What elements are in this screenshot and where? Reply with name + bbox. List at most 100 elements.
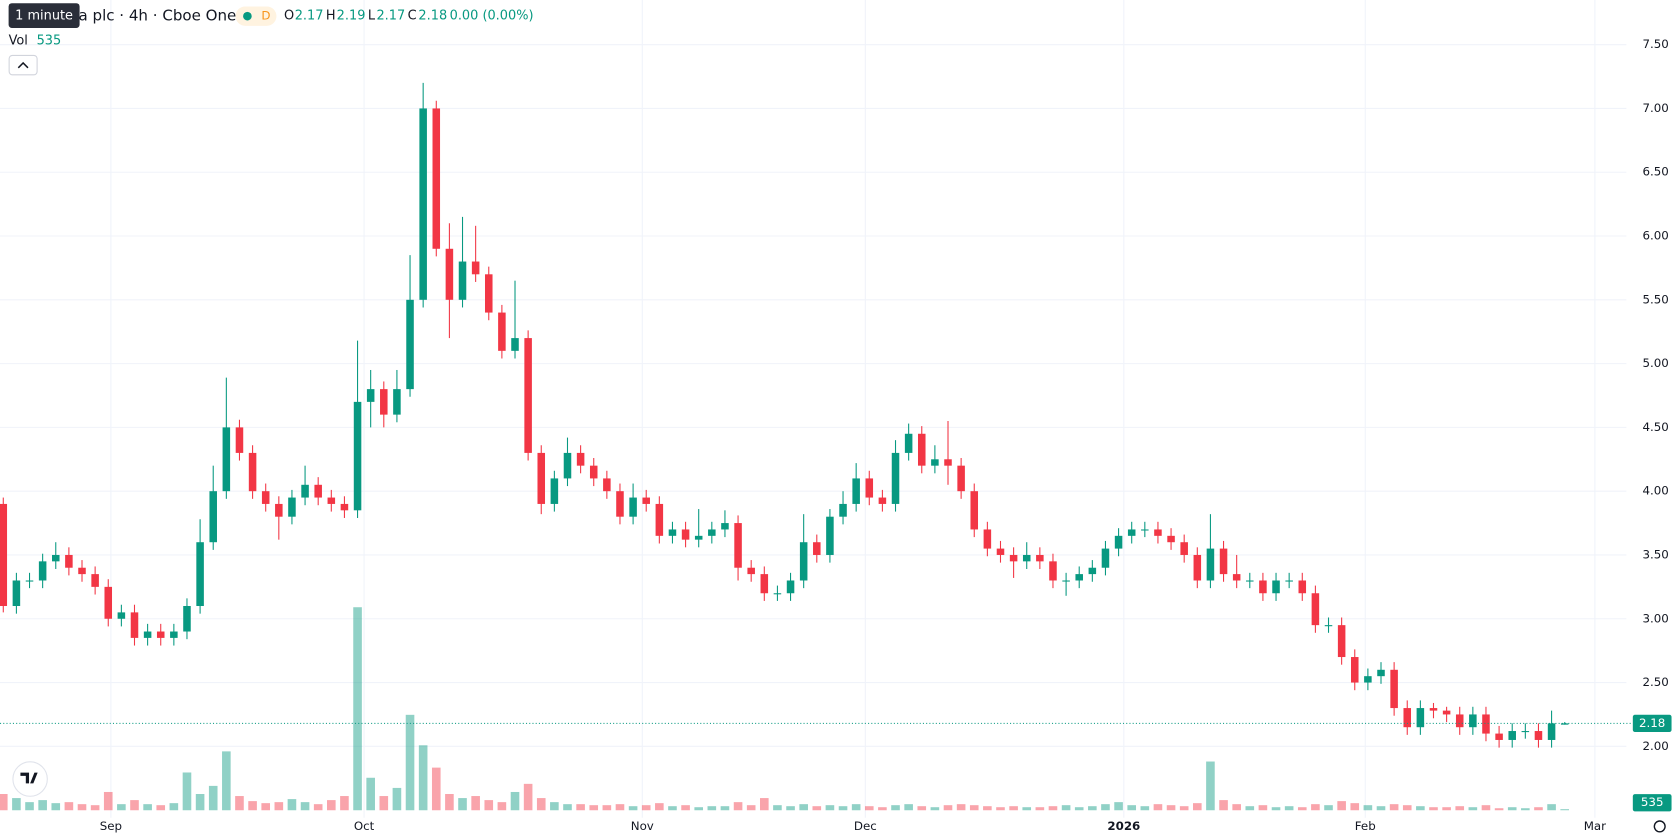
- volume-bar: [1127, 805, 1137, 811]
- x-tick-label: Sep: [100, 819, 122, 833]
- volume-value: 535: [37, 33, 62, 48]
- volume-bar: [261, 803, 271, 811]
- volume-bar: [1140, 806, 1150, 811]
- volume-bar: [0, 794, 8, 811]
- candle-body: [1114, 535, 1123, 549]
- volume-bar: [917, 806, 927, 811]
- volume-bar: [536, 798, 546, 811]
- candle-body: [865, 478, 874, 498]
- volume-bar: [523, 783, 533, 811]
- volume-bar: [1402, 805, 1412, 811]
- volume-bar: [1350, 803, 1360, 811]
- candle-body: [681, 529, 690, 540]
- candle-body: [1534, 731, 1543, 740]
- volume-bar: [458, 798, 467, 811]
- candle-body: [1232, 574, 1241, 581]
- volume-bar: [799, 804, 808, 811]
- candle-body: [1311, 593, 1320, 626]
- candle-body: [1009, 554, 1018, 562]
- volume-bar: [1507, 807, 1517, 811]
- volume-bar: [1101, 804, 1110, 811]
- volume-bar: [641, 805, 651, 811]
- volume-bar: [628, 806, 638, 811]
- logo-mark: [20, 772, 38, 784]
- volume-bar: [51, 803, 61, 811]
- candle-body: [1180, 542, 1188, 555]
- ohlc-label: C: [408, 9, 417, 24]
- ohlc-label: L: [368, 9, 376, 24]
- candle-body: [1560, 723, 1569, 725]
- candle-body: [471, 261, 480, 275]
- candle-body: [891, 452, 900, 504]
- volume-bar: [694, 807, 704, 811]
- badge-pill: [235, 6, 277, 26]
- volume-label: Vol: [9, 33, 28, 48]
- candle-body: [629, 497, 637, 517]
- candle-body: [432, 108, 441, 249]
- candle-body: [1167, 535, 1175, 543]
- volume-bar: [1035, 807, 1045, 811]
- candle-body: [878, 497, 887, 504]
- axes: 2.00 2.50 3.00 3.50 4.00 4.50 5.00 5.50 6.00 6.50…: [0, 37, 1672, 833]
- x-tick-label: Nov: [631, 819, 654, 833]
- collapse-button[interactable]: [8, 54, 38, 76]
- candle-body: [1246, 580, 1254, 582]
- candle-body: [65, 554, 73, 568]
- candle-body: [498, 312, 506, 351]
- candle-body: [248, 452, 257, 492]
- volume-bar: [1219, 800, 1228, 811]
- candle-body: [589, 465, 598, 479]
- symbol-title: a plc · 4h · Cboe One: [79, 7, 237, 25]
- candle-body: [603, 478, 611, 492]
- candle-body: [852, 478, 860, 504]
- volume-bar: [1521, 808, 1530, 811]
- y-tick-label: 7.50: [1643, 37, 1669, 51]
- x-tick-label: 2026: [1107, 819, 1140, 833]
- candle-body: [996, 548, 1005, 555]
- candle-body: [183, 606, 191, 632]
- candle-body: [314, 484, 322, 498]
- volume-bar: [38, 800, 47, 811]
- candle-body: [839, 503, 847, 517]
- candle-body: [52, 554, 60, 562]
- volume-bar: [156, 805, 166, 811]
- candle-body: [406, 299, 414, 390]
- candle-body: [931, 459, 939, 466]
- candle-body: [419, 108, 427, 300]
- settings-icon[interactable]: [1653, 820, 1666, 833]
- candle-body: [104, 586, 113, 619]
- volume-bar: [1560, 809, 1570, 811]
- volume-bar: [1311, 804, 1320, 811]
- volume-bar: [366, 777, 375, 811]
- volume-bar: [392, 787, 402, 811]
- candle-body: [353, 401, 362, 511]
- volume-bar: [484, 800, 494, 811]
- volume-bar: [1547, 804, 1556, 811]
- price-tag: [1632, 714, 1672, 732]
- volume-bar: [707, 806, 717, 811]
- candle-body: [1285, 580, 1293, 582]
- volume-bar: [510, 791, 520, 811]
- candle-body: [1482, 714, 1490, 734]
- logo[interactable]: [12, 761, 48, 797]
- volume-bar: [195, 794, 205, 811]
- volume-bar: [12, 798, 21, 811]
- candle-body: [196, 542, 204, 607]
- volume-bar: [1179, 806, 1189, 811]
- candle-body: [957, 465, 965, 492]
- y-tick-label: 5.50: [1643, 292, 1669, 306]
- volume-pane: [0, 607, 1570, 811]
- candle-body: [117, 612, 126, 619]
- status-dot: [243, 11, 252, 21]
- volume-bar: [1009, 806, 1018, 811]
- candle-body: [1127, 529, 1136, 536]
- volume-bar: [1429, 807, 1438, 811]
- candle-body: [668, 529, 677, 536]
- candle-body: [1088, 567, 1097, 575]
- ohlc-value: 2.19: [337, 9, 366, 24]
- volume-bar: [143, 804, 152, 811]
- price-tag-label: 2.18: [1639, 716, 1665, 730]
